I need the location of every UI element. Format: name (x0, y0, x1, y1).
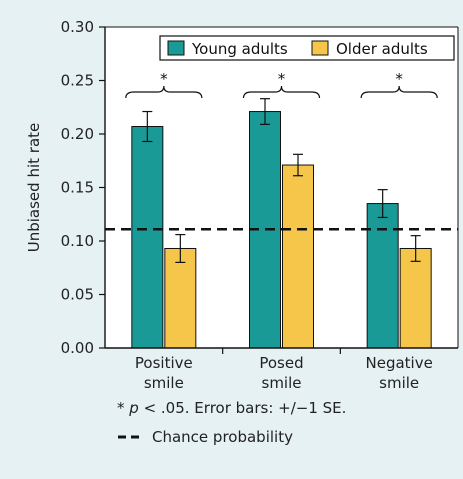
legend-label-0: Young adults (191, 40, 288, 58)
chance-label: Chance probability (152, 428, 293, 446)
category-label-2-0: Negative (366, 354, 433, 372)
category-label-0-1: smile (144, 374, 184, 392)
y-tick-label-3: 0.15 (61, 179, 94, 197)
footnote-p: p (129, 399, 139, 417)
chance-legend: Chance probability (118, 428, 293, 446)
y-tick-label-5: 0.25 (61, 72, 94, 90)
bar-older-2 (399, 247, 432, 349)
y-tick-label-6: 0.30 (61, 18, 94, 36)
bar-chart: * Positive smile * Posed smile * Negative smile 0… (25, 18, 459, 392)
footnote-text: < .05. Error bars: +/−1 SE. (138, 399, 347, 417)
category-label-1-1: smile (262, 374, 302, 392)
footnote: * p < .05. Error bars: +/−1 SE. (117, 399, 346, 417)
significance-brace-0 (125, 85, 203, 99)
bar-young-0 (131, 126, 164, 349)
legend-box (159, 35, 455, 61)
significance-star-2: * (395, 70, 403, 88)
y-tick-label-2: 0.10 (61, 232, 94, 250)
y-axis-label: Unbiased hit rate (25, 123, 43, 253)
y-tick-label-1: 0.05 (61, 286, 94, 304)
bar-young-2 (366, 203, 399, 349)
y-tick-label-4: 0.20 (61, 125, 94, 143)
category-label-1-0: Posed (259, 354, 303, 372)
chance-line-sample (118, 435, 144, 439)
y-tick-label-0: 0.00 (61, 339, 94, 357)
category-label-0-0: Positive (135, 354, 193, 372)
bar-older-1 (282, 164, 314, 349)
significance-star-0: * (160, 70, 168, 88)
significance-brace-1 (242, 85, 321, 99)
legend-swatch-1 (311, 40, 329, 56)
bar-older-0 (164, 247, 197, 349)
legend-swatch-0 (167, 40, 185, 56)
significance-star-1: * (278, 70, 286, 88)
legend-label-1: Older adults (336, 40, 428, 58)
significance-brace-2 (360, 85, 438, 99)
plot-area (105, 27, 458, 348)
footnote-star: * (117, 399, 125, 417)
category-label-2-1: smile (379, 374, 419, 392)
